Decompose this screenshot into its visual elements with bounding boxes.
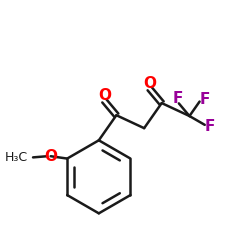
Text: O: O [98,88,111,103]
Text: F: F [205,118,215,134]
Text: F: F [172,91,183,106]
Text: H₃C: H₃C [5,151,28,164]
Text: O: O [143,76,156,91]
Text: O: O [44,149,57,164]
Text: F: F [200,92,210,107]
